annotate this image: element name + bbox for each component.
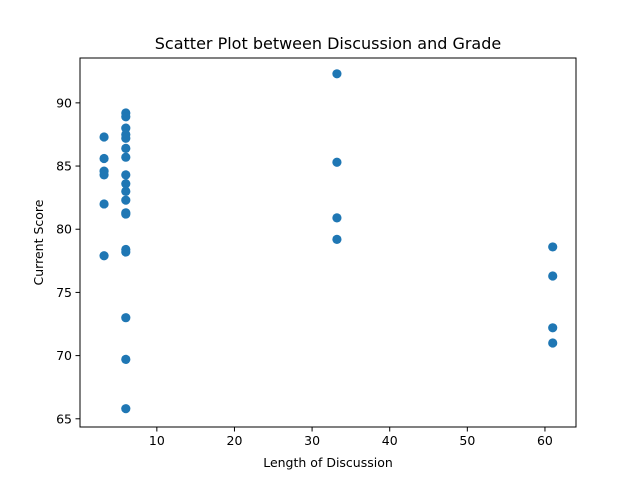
x-tick-label: 50: [459, 433, 475, 448]
y-tick-label: 65: [56, 411, 72, 426]
scatter-point: [99, 132, 109, 142]
scatter-point: [548, 271, 558, 281]
scatter-point: [121, 195, 131, 205]
scatter-point: [121, 179, 131, 189]
x-tick-label: 40: [382, 433, 398, 448]
data-points: [99, 69, 558, 414]
scatter-point: [548, 242, 558, 252]
scatter-point: [99, 251, 109, 261]
y-tick-label: 80: [56, 222, 72, 237]
y-tick-label: 85: [56, 159, 72, 174]
scatter-point: [121, 404, 131, 414]
scatter-point: [121, 354, 131, 364]
scatter-point: [121, 143, 131, 153]
scatter-point: [121, 170, 131, 180]
plot-frame: [79, 57, 577, 428]
y-tick-label: 70: [56, 348, 72, 363]
scatter-point: [548, 323, 558, 333]
scatter-point: [332, 234, 342, 244]
x-tick-label: 30: [304, 433, 320, 448]
y-axis-label: Current Score: [31, 199, 46, 285]
scatter-point: [121, 133, 131, 143]
scatter-point: [332, 157, 342, 167]
scatter-point: [99, 199, 109, 209]
scatter-point: [99, 153, 109, 164]
x-tick-label: 20: [227, 433, 243, 448]
x-axis-label: Length of Discussion: [263, 455, 393, 470]
x-tick-label: 60: [537, 433, 553, 448]
scatter-point: [332, 69, 342, 79]
y-tick-label: 90: [56, 95, 72, 110]
scatter-point: [548, 338, 558, 348]
x-tick-label: 10: [149, 433, 165, 448]
x-axis-ticks: 10 20 30 40 50 60: [149, 427, 553, 448]
scatter-point: [99, 170, 109, 180]
scatter-point: [121, 152, 131, 162]
scatter-point: [121, 186, 131, 196]
scatter-point: [121, 123, 131, 133]
plot-area: 10 20 30 40 50 60 65 70 75 80 85 90: [56, 57, 577, 448]
scatter-point: [121, 247, 131, 257]
chart-title: Scatter Plot between Discussion and Grad…: [155, 34, 501, 53]
y-tick-label: 75: [56, 285, 72, 300]
scatter-point: [121, 112, 131, 122]
y-axis-ticks: 65 70 75 80 85 90: [56, 95, 80, 426]
scatter-point: [332, 213, 342, 223]
scatter-point: [121, 313, 131, 323]
scatter-point: [121, 209, 131, 219]
